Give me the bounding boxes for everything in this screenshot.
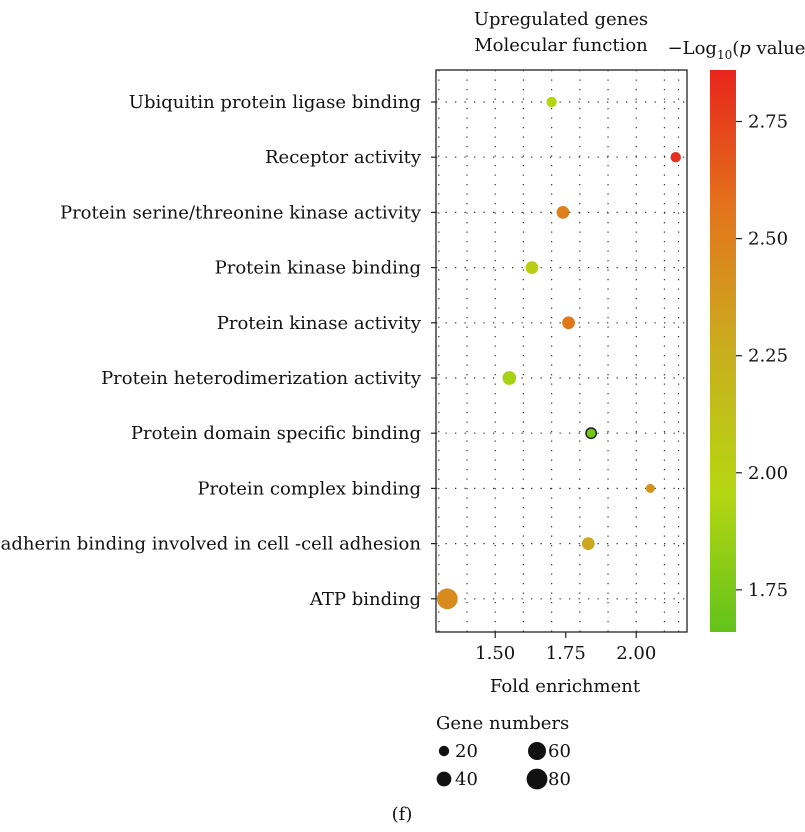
colorbar-title: −Log10(p value) — [668, 38, 805, 62]
data-point — [525, 261, 539, 274]
data-point — [546, 96, 557, 108]
data-points — [436, 96, 681, 610]
colorbar — [710, 70, 736, 632]
category-label: Receptor activity — [265, 147, 422, 168]
x-axis-label: Fold enrichment — [490, 676, 641, 697]
colorbar-tick-label: 1.75 — [748, 580, 788, 601]
data-point — [645, 483, 655, 493]
data-point — [670, 152, 681, 163]
x-tick-label: 1.50 — [475, 643, 515, 664]
chart-title-line2: Molecular function — [474, 35, 648, 56]
colorbar-tick-label: 2.00 — [748, 463, 788, 484]
size-legend-dot — [438, 745, 450, 757]
colorbar-title-prefix: −Log — [668, 38, 717, 59]
category-label: Protein domain specific binding — [131, 423, 421, 444]
category-label: Protein kinase activity — [217, 313, 422, 334]
colorbar-ticks: 2.75 2.50 2.25 2.00 1.75 — [736, 112, 788, 601]
category-label: Protein serine/threonine kinase activity — [60, 202, 422, 223]
data-point — [562, 316, 575, 330]
colorbar-title-subscript: 10 — [717, 48, 732, 62]
size-legend-label: 20 — [455, 741, 478, 762]
colorbar-title-suffix: value) — [751, 38, 805, 59]
plot-area — [435, 69, 688, 633]
colorbar-tick-label: 2.50 — [748, 229, 788, 250]
category-label: Protein heterodimerization activity — [101, 368, 422, 389]
x-tick-label: 2.00 — [616, 643, 656, 664]
size-legend-title: Gene numbers — [436, 713, 569, 734]
x-tick-label: 1.75 — [546, 643, 586, 664]
category-label: Ubiquitin protein ligase binding — [129, 92, 421, 113]
category-label: Protein kinase binding — [215, 258, 421, 279]
category-label: Cadherin binding involved in cell -cell … — [0, 534, 421, 555]
colorbar-tick-label: 2.25 — [748, 346, 788, 367]
data-point — [436, 588, 458, 610]
colorbar-title-italic: p — [739, 38, 751, 59]
data-point — [585, 427, 598, 440]
size-legend-label: 40 — [455, 769, 478, 790]
size-legend: 20 60 40 80 — [436, 741, 571, 790]
size-legend-dot — [527, 741, 547, 761]
data-point — [502, 371, 517, 385]
size-legend-dot — [436, 771, 452, 787]
colorbar-title-open: ( — [732, 38, 739, 59]
size-legend-label: 60 — [548, 741, 571, 762]
category-label: Protein complex binding — [197, 478, 421, 499]
colorbar-tick-label: 2.75 — [748, 112, 788, 133]
size-legend-dot — [526, 768, 548, 790]
chart-title-line1: Upregulated genes — [474, 9, 648, 30]
size-legend-label: 80 — [548, 769, 571, 790]
data-point — [556, 206, 570, 219]
panel-label: (f) — [392, 804, 413, 825]
x-axis-ticks: 1.50 1.75 2.00 — [475, 632, 656, 664]
grid-lines — [436, 70, 687, 632]
category-labels: Ubiquitin protein ligase binding Receptor… — [0, 92, 436, 610]
category-label: ATP binding — [309, 589, 421, 610]
data-point — [581, 537, 595, 550]
